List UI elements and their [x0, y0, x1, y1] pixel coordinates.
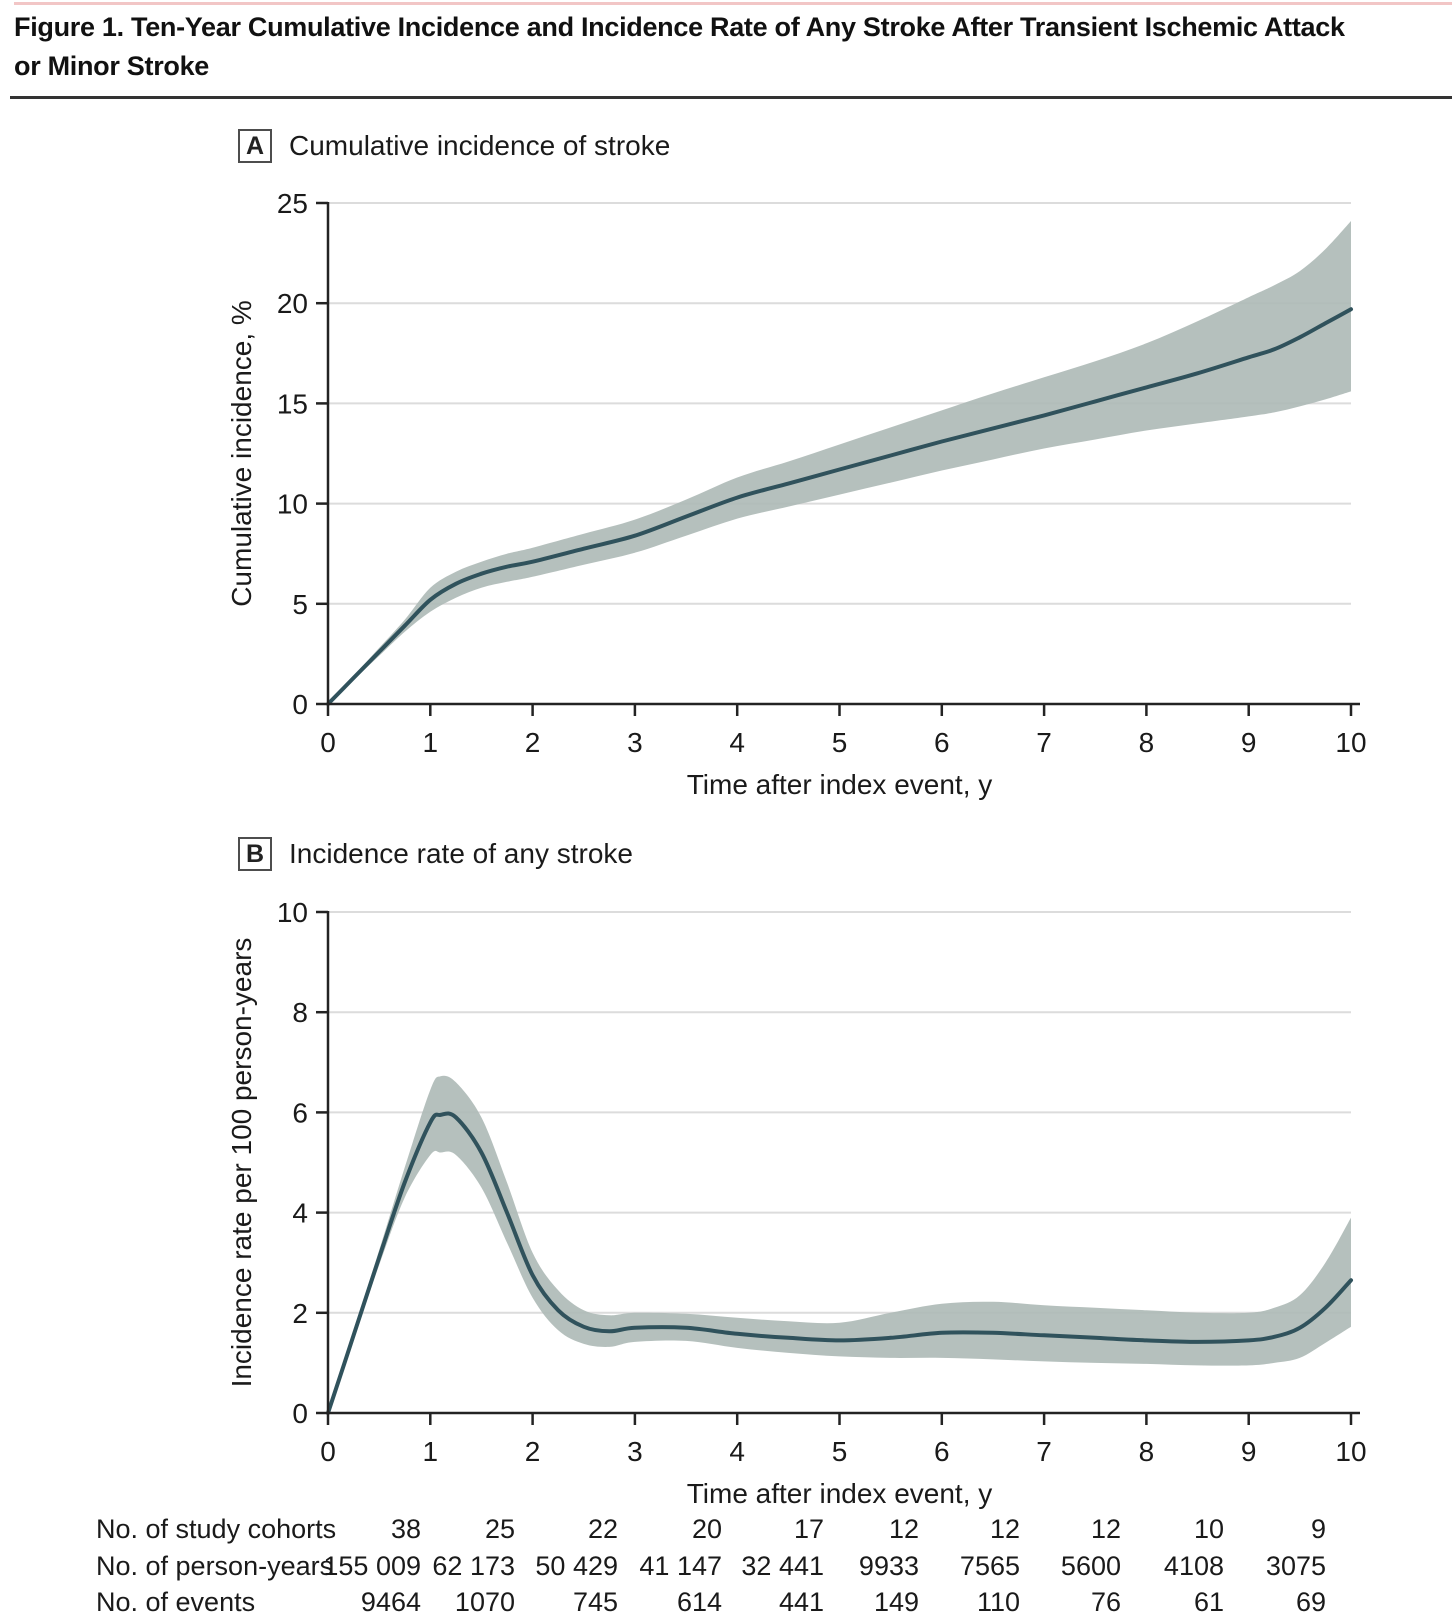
y-tick-label: 6 — [292, 1097, 308, 1128]
risk-value: 4108 — [1163, 1551, 1224, 1581]
risk-value: 155 009 — [323, 1551, 421, 1581]
risk-value: 149 — [873, 1587, 919, 1617]
risk-table-row: No. of study cohorts 38 25 22 20 17 12 12 12 10 9 — [0, 1514, 1452, 1544]
y-tick-label: 2 — [292, 1298, 308, 1329]
risk-value: 9933 — [858, 1551, 919, 1581]
risk-table-row: No. of person-years 155 009 62 173 50 429 41… — [0, 1551, 1452, 1581]
risk-value: 69 — [1295, 1587, 1326, 1617]
x-tick-label: 1 — [423, 1436, 439, 1467]
risk-value: 41 147 — [639, 1551, 722, 1581]
chart-b: 0 2 4 6 8 10 0 1 2 3 4 5 6 7 8 9 10 Time after index even… — [226, 897, 1367, 1509]
risk-value: 9 — [1310, 1514, 1326, 1544]
x-tick-label: 4 — [729, 1436, 745, 1467]
x-tick-label: 7 — [1036, 727, 1052, 758]
x-tick-label: 7 — [1036, 1436, 1052, 1467]
risk-value: 25 — [484, 1514, 515, 1544]
y-tick-label: 0 — [292, 689, 308, 720]
x-tick-label: 10 — [1335, 727, 1366, 758]
risk-value: 20 — [691, 1514, 722, 1544]
x-tick-label: 2 — [525, 727, 541, 758]
y-tick-label: 4 — [292, 1198, 308, 1229]
risk-value: 17 — [793, 1514, 824, 1544]
y-tick-label: 0 — [292, 1398, 308, 1429]
risk-value: 50 429 — [535, 1551, 618, 1581]
y-tick-label: 10 — [277, 489, 308, 520]
x-tick-label: 4 — [729, 727, 745, 758]
chart-a: 0 5 10 15 20 25 0 1 2 3 4 5 6 7 8 9 10 Time after index e… — [226, 188, 1367, 800]
top-accent-rule — [14, 2, 1452, 5]
title-divider — [10, 96, 1452, 99]
panel-b-title: Incidence rate of any stroke — [289, 838, 633, 869]
x-tick-label: 10 — [1335, 1436, 1366, 1467]
risk-row-label: No. of person-years — [96, 1551, 334, 1581]
x-tick-label: 8 — [1139, 1436, 1155, 1467]
x-tick-label: 9 — [1241, 727, 1257, 758]
risk-value: 110 — [976, 1587, 1020, 1617]
y-tick-label: 25 — [277, 188, 308, 219]
confidence-band — [328, 1075, 1351, 1413]
x-tick-label: 2 — [525, 1436, 541, 1467]
y-tick-label: 10 — [277, 897, 308, 928]
risk-value: 22 — [587, 1514, 618, 1544]
x-tick-label: 3 — [627, 1436, 643, 1467]
risk-value: 32 441 — [741, 1551, 824, 1581]
risk-table-row: No. of events 9464 1070 745 614 441 149 110 76 61… — [0, 1587, 1452, 1617]
risk-value: 9464 — [360, 1587, 421, 1617]
y-tick-label: 8 — [292, 997, 308, 1028]
risk-value: 62 173 — [432, 1551, 515, 1581]
x-tick-label: 0 — [320, 727, 336, 758]
mean-curve — [326, 307, 1353, 706]
x-tick-label: 6 — [934, 1436, 950, 1467]
risk-row-label: No. of study cohorts — [96, 1514, 337, 1544]
figure-title-line-1: Figure 1. Ten-Year Cumulative Incidence … — [14, 12, 1345, 42]
risk-value: 1070 — [454, 1587, 515, 1617]
figure-title: Figure 1. Ten-Year Cumulative Incidence … — [14, 8, 1424, 86]
x-tick-label: 8 — [1139, 727, 1155, 758]
x-axis-title: Time after index event, y — [687, 1478, 993, 1509]
x-axis-title: Time after index event, y — [687, 769, 993, 800]
panel-a-label: A — [238, 129, 272, 163]
risk-value: 614 — [676, 1587, 722, 1617]
y-tick-label: 20 — [277, 288, 308, 319]
confidence-band — [328, 221, 1351, 704]
y-axis-title: Incidence rate per 100 person-years — [226, 938, 257, 1388]
x-tick-label: 5 — [832, 727, 848, 758]
panel-a-title: Cumulative incidence of stroke — [289, 130, 671, 161]
y-tick-label: 15 — [277, 388, 308, 419]
risk-value: 5600 — [1060, 1551, 1121, 1581]
risk-value: 38 — [390, 1514, 421, 1544]
x-tick-label: 3 — [627, 727, 643, 758]
risk-value: 12 — [989, 1514, 1020, 1544]
risk-value: 3075 — [1265, 1551, 1326, 1581]
y-tick-label: 5 — [292, 589, 308, 620]
risk-value: 61 — [1193, 1587, 1224, 1617]
risk-value: 7565 — [959, 1551, 1020, 1581]
mean-curve — [326, 1111, 1353, 1415]
risk-value: 76 — [1090, 1587, 1121, 1617]
risk-value: 10 — [1193, 1514, 1224, 1544]
risk-value: 441 — [778, 1587, 824, 1617]
panel-a-header: A Cumulative incidence of stroke — [238, 129, 670, 163]
x-tick-label: 5 — [832, 1436, 848, 1467]
risk-value: 745 — [572, 1587, 618, 1617]
y-axis-title: Cumulative incidence, % — [226, 300, 257, 607]
x-tick-label: 1 — [423, 727, 439, 758]
x-tick-label: 9 — [1241, 1436, 1257, 1467]
risk-row-label: No. of events — [96, 1587, 256, 1617]
risk-value: 12 — [1090, 1514, 1121, 1544]
risk-value: 12 — [888, 1514, 919, 1544]
panel-b-header: B Incidence rate of any stroke — [238, 837, 633, 871]
figure-title-line-2: or Minor Stroke — [14, 51, 210, 81]
x-tick-label: 0 — [320, 1436, 336, 1467]
panel-b-label: B — [238, 837, 272, 871]
x-tick-label: 6 — [934, 727, 950, 758]
